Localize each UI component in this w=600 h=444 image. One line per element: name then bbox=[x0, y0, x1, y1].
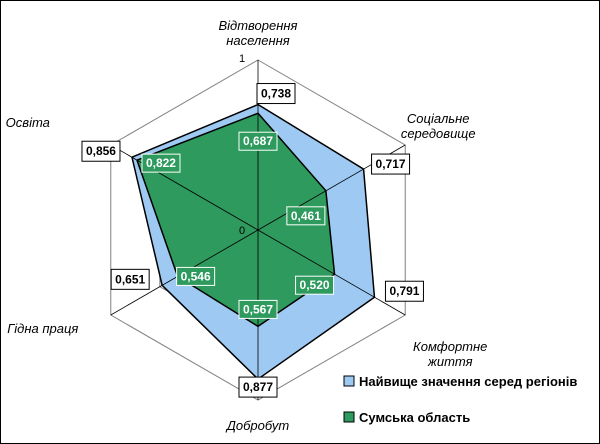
highest-value-box bbox=[110, 268, 150, 290]
axis-label: Гідна праця bbox=[7, 321, 78, 336]
sumy-value-box bbox=[295, 275, 335, 295]
sumy-value-box bbox=[238, 299, 278, 319]
highest-value-box bbox=[384, 280, 424, 302]
axis-label: Комфортне bbox=[413, 339, 487, 354]
sumy-value-box bbox=[238, 131, 278, 151]
sumy-value-box bbox=[141, 153, 181, 173]
highest-value-label: 0,717 bbox=[376, 157, 406, 171]
legend-highest-value-label: Найвище значення серед регіонів bbox=[359, 374, 577, 389]
sumy-value-label: 0,822 bbox=[146, 156, 176, 170]
sumy-value-box bbox=[176, 266, 216, 286]
axis-spoke bbox=[257, 229, 406, 316]
scale-max-label: 1 bbox=[239, 53, 245, 65]
sumy-value-label: 0,520 bbox=[300, 278, 330, 292]
highest-value-label: 0,651 bbox=[115, 272, 145, 286]
axis-label: населення bbox=[226, 33, 290, 48]
axis-label: Соціальне bbox=[407, 111, 470, 126]
sumy-value-label: 0,687 bbox=[243, 134, 273, 148]
sumy-value-label: 0,567 bbox=[243, 302, 273, 316]
highest-value-label: 0,791 bbox=[389, 284, 419, 298]
highest-value-box bbox=[238, 376, 278, 398]
axis-label: життя bbox=[427, 354, 473, 369]
highest-value-box bbox=[81, 140, 121, 162]
axis-spoke bbox=[110, 144, 259, 231]
axis-label: середовище bbox=[401, 126, 476, 141]
highest-value-box bbox=[371, 153, 411, 175]
axis-label: Добробут bbox=[225, 418, 290, 433]
sumy-value-label: 0,546 bbox=[181, 269, 211, 283]
highest-value-label: 0,738 bbox=[261, 87, 291, 101]
legend-sumy-swatch bbox=[343, 411, 355, 423]
axis-label: Освіта bbox=[6, 115, 50, 130]
legend-highest-value-swatch bbox=[343, 375, 355, 387]
highest-value-label: 0,877 bbox=[243, 380, 273, 394]
axis-label: Відтворення bbox=[218, 18, 297, 33]
highest-value-label: 0,856 bbox=[86, 144, 116, 158]
sumy-value-box bbox=[286, 206, 326, 226]
scale-min-label: 0 bbox=[239, 225, 245, 237]
legend-sumy-label: Сумська область bbox=[359, 410, 470, 425]
highest-value-box bbox=[256, 83, 296, 105]
sumy-value-label: 0,461 bbox=[291, 209, 321, 223]
